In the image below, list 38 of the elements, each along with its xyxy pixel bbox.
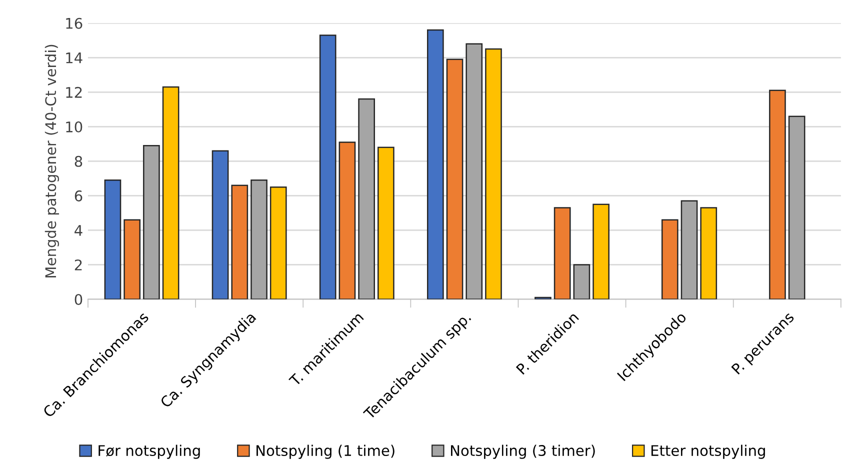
legend-label: Notspyling (3 timer) [451, 444, 595, 459]
bar [250, 180, 268, 300]
bar [485, 48, 502, 300]
bar [680, 200, 698, 300]
bar [270, 186, 287, 300]
bar [769, 90, 786, 300]
y-tick-label: 2 [74, 259, 82, 270]
y-tick-label: 8 [74, 156, 82, 167]
bar [231, 184, 248, 300]
bar [212, 150, 229, 300]
bar [143, 145, 160, 300]
bar [378, 146, 394, 300]
bar [661, 219, 678, 300]
bar [466, 43, 483, 300]
y-tick-label: 6 [74, 190, 82, 202]
bar [592, 204, 610, 300]
y-axis-title: Mengde patogener (40-Ct verdi) [44, 44, 60, 278]
y-tick-label: 4 [74, 225, 82, 236]
bar [124, 219, 141, 300]
bar [104, 180, 122, 300]
bar [446, 58, 464, 300]
bar [573, 264, 590, 300]
bar [319, 34, 336, 300]
bar [554, 207, 571, 300]
legend-label: Etter notspyling [651, 444, 765, 459]
legend-label: Før notspyling [98, 444, 200, 459]
y-tick-label: 14 [66, 52, 82, 64]
bar [162, 86, 180, 300]
y-tick-label: 16 [66, 18, 82, 29]
legend-label: Notspyling (1 time) [256, 444, 394, 459]
bar [426, 29, 444, 300]
bar [338, 142, 356, 300]
bar [358, 98, 375, 300]
bar [700, 207, 718, 300]
bar [788, 116, 806, 300]
y-tick-label: 0 [74, 294, 82, 305]
y-tick-label: 12 [66, 86, 82, 98]
y-tick-label: 10 [66, 121, 82, 132]
